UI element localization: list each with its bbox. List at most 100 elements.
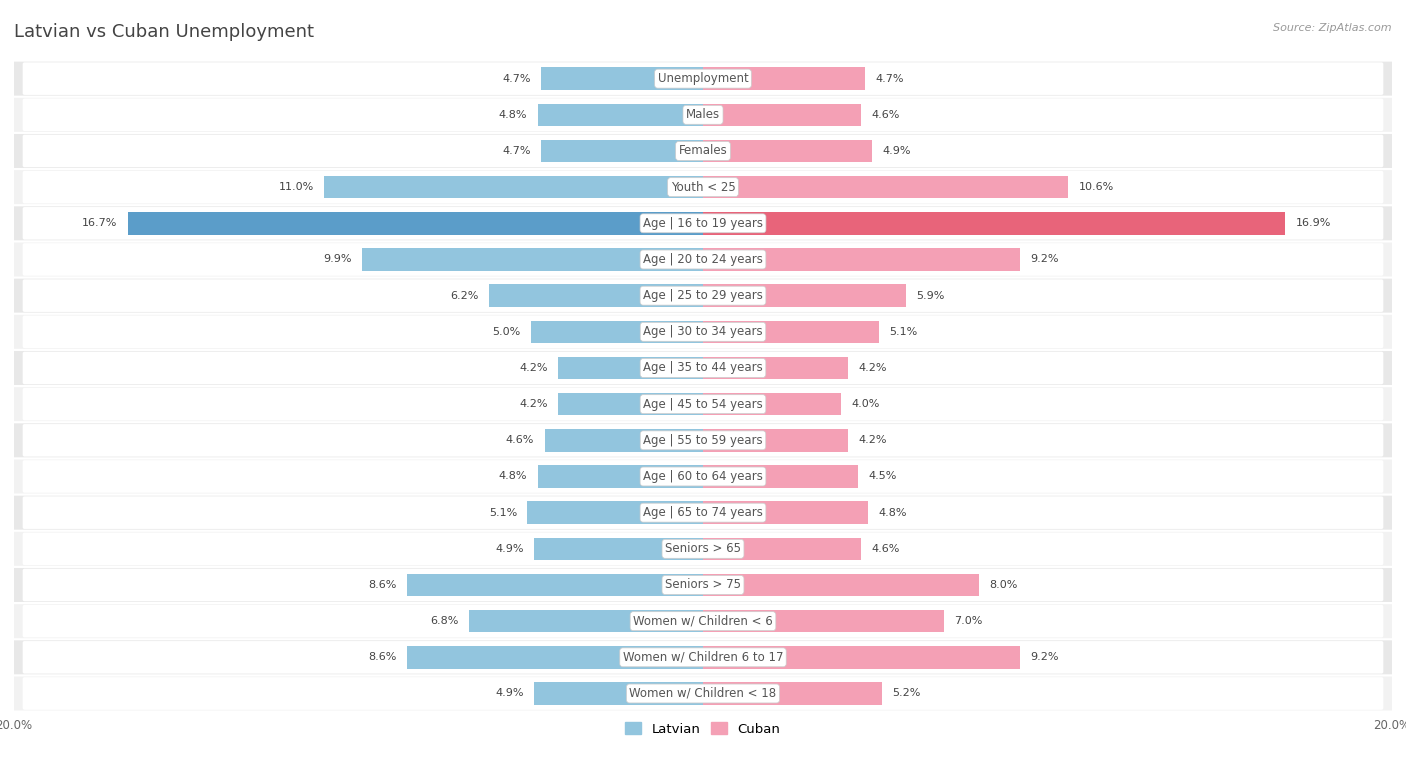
FancyBboxPatch shape	[14, 170, 1392, 204]
FancyBboxPatch shape	[14, 351, 1392, 385]
FancyBboxPatch shape	[22, 678, 1384, 710]
Text: Age | 65 to 74 years: Age | 65 to 74 years	[643, 506, 763, 519]
Text: 4.2%: 4.2%	[519, 399, 548, 409]
FancyBboxPatch shape	[14, 423, 1392, 457]
Text: 5.1%: 5.1%	[489, 508, 517, 518]
Text: Seniors > 75: Seniors > 75	[665, 578, 741, 591]
Text: Unemployment: Unemployment	[658, 72, 748, 85]
FancyBboxPatch shape	[14, 207, 1392, 240]
Bar	[703, 501, 869, 524]
Text: 4.2%: 4.2%	[858, 435, 887, 445]
Text: Age | 45 to 54 years: Age | 45 to 54 years	[643, 397, 763, 410]
Bar	[703, 466, 858, 488]
Bar	[703, 357, 848, 379]
Text: Age | 16 to 19 years: Age | 16 to 19 years	[643, 217, 763, 230]
Text: Age | 30 to 34 years: Age | 30 to 34 years	[643, 326, 763, 338]
FancyBboxPatch shape	[14, 279, 1392, 313]
Text: Seniors > 65: Seniors > 65	[665, 542, 741, 556]
Bar	[703, 574, 979, 597]
Bar	[323, 176, 703, 198]
Text: 4.2%: 4.2%	[858, 363, 887, 373]
Bar	[558, 393, 703, 416]
Text: 4.8%: 4.8%	[499, 110, 527, 120]
Text: 5.1%: 5.1%	[889, 327, 917, 337]
FancyBboxPatch shape	[14, 677, 1392, 711]
Text: 6.2%: 6.2%	[451, 291, 479, 301]
FancyBboxPatch shape	[22, 388, 1384, 420]
Bar	[361, 248, 703, 271]
Bar	[703, 321, 879, 343]
Bar	[703, 67, 865, 90]
Text: Age | 55 to 59 years: Age | 55 to 59 years	[643, 434, 763, 447]
Text: Source: ZipAtlas.com: Source: ZipAtlas.com	[1274, 23, 1392, 33]
FancyBboxPatch shape	[22, 279, 1384, 312]
Text: Latvian vs Cuban Unemployment: Latvian vs Cuban Unemployment	[14, 23, 314, 41]
Text: 4.7%: 4.7%	[502, 73, 531, 83]
FancyBboxPatch shape	[22, 207, 1384, 239]
Text: 9.2%: 9.2%	[1031, 254, 1059, 264]
Bar	[703, 104, 862, 126]
FancyBboxPatch shape	[14, 532, 1392, 565]
Text: 4.6%: 4.6%	[506, 435, 534, 445]
Text: 4.8%: 4.8%	[499, 472, 527, 481]
Bar	[531, 321, 703, 343]
Text: 8.6%: 8.6%	[368, 580, 396, 590]
Text: Women w/ Children 6 to 17: Women w/ Children 6 to 17	[623, 651, 783, 664]
Bar	[703, 646, 1019, 668]
Bar	[128, 212, 703, 235]
Bar	[703, 682, 882, 705]
Text: 7.0%: 7.0%	[955, 616, 983, 626]
Text: 8.0%: 8.0%	[988, 580, 1018, 590]
FancyBboxPatch shape	[14, 387, 1392, 421]
Bar	[703, 285, 907, 307]
Text: Women w/ Children < 6: Women w/ Children < 6	[633, 615, 773, 628]
FancyBboxPatch shape	[14, 496, 1392, 530]
Bar	[703, 537, 862, 560]
Text: 4.2%: 4.2%	[519, 363, 548, 373]
Text: 4.0%: 4.0%	[851, 399, 880, 409]
Bar	[537, 466, 703, 488]
Text: 4.6%: 4.6%	[872, 110, 900, 120]
Bar	[489, 285, 703, 307]
Bar	[534, 537, 703, 560]
FancyBboxPatch shape	[22, 316, 1384, 348]
Text: Women w/ Children < 18: Women w/ Children < 18	[630, 687, 776, 700]
FancyBboxPatch shape	[22, 243, 1384, 276]
Text: Youth < 25: Youth < 25	[671, 181, 735, 194]
FancyBboxPatch shape	[14, 459, 1392, 494]
Text: 11.0%: 11.0%	[278, 182, 314, 192]
Bar	[703, 393, 841, 416]
FancyBboxPatch shape	[14, 315, 1392, 349]
Text: 4.5%: 4.5%	[869, 472, 897, 481]
FancyBboxPatch shape	[14, 640, 1392, 674]
Bar	[703, 610, 945, 632]
FancyBboxPatch shape	[22, 460, 1384, 493]
Bar	[703, 248, 1019, 271]
Text: Females: Females	[679, 145, 727, 157]
FancyBboxPatch shape	[22, 641, 1384, 674]
FancyBboxPatch shape	[14, 568, 1392, 602]
FancyBboxPatch shape	[22, 605, 1384, 637]
FancyBboxPatch shape	[14, 98, 1392, 132]
FancyBboxPatch shape	[22, 62, 1384, 95]
Text: Age | 25 to 29 years: Age | 25 to 29 years	[643, 289, 763, 302]
Bar	[703, 176, 1069, 198]
FancyBboxPatch shape	[22, 424, 1384, 456]
Text: 9.9%: 9.9%	[323, 254, 352, 264]
Bar	[406, 646, 703, 668]
Legend: Latvian, Cuban: Latvian, Cuban	[620, 717, 786, 741]
FancyBboxPatch shape	[22, 171, 1384, 204]
Text: 16.9%: 16.9%	[1295, 218, 1331, 229]
Text: 6.8%: 6.8%	[430, 616, 458, 626]
FancyBboxPatch shape	[22, 352, 1384, 385]
Bar	[527, 501, 703, 524]
Bar	[703, 212, 1285, 235]
Text: 4.8%: 4.8%	[879, 508, 907, 518]
FancyBboxPatch shape	[22, 135, 1384, 167]
FancyBboxPatch shape	[22, 569, 1384, 601]
Text: 5.9%: 5.9%	[917, 291, 945, 301]
Text: 8.6%: 8.6%	[368, 653, 396, 662]
Text: 5.0%: 5.0%	[492, 327, 520, 337]
Bar	[468, 610, 703, 632]
Bar	[406, 574, 703, 597]
